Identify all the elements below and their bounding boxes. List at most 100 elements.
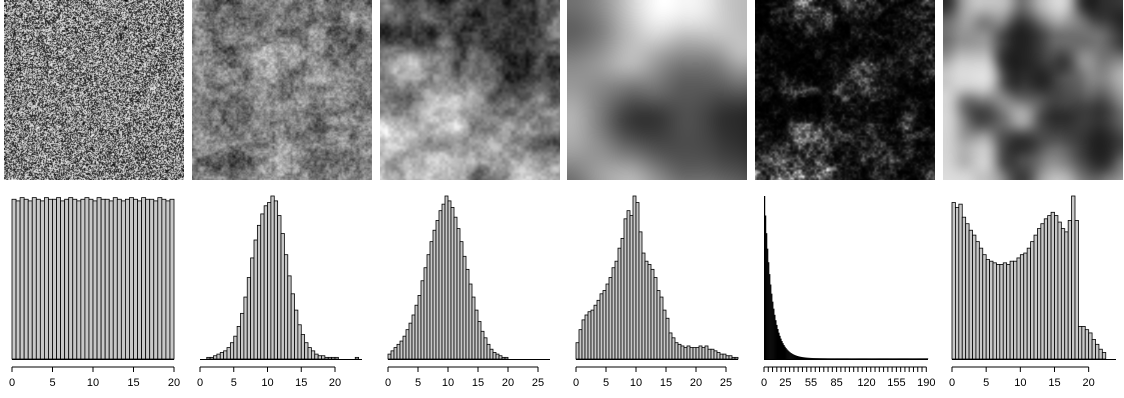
histogram-bar: [209, 356, 214, 360]
histogram-bar: [766, 233, 768, 359]
histogram-bar: [1064, 231, 1069, 360]
histogram-bar: [769, 274, 771, 359]
x-tick-label: 120: [857, 377, 875, 389]
histogram-bar: [832, 358, 834, 359]
histogram-bar: [848, 358, 850, 359]
histogram-bar: [840, 358, 843, 359]
histogram-bar: [468, 283, 473, 360]
histogram-bar: [909, 358, 911, 359]
histogram-bar: [792, 354, 794, 359]
histogram-bar: [438, 210, 443, 360]
histogram-bar: [240, 312, 245, 360]
histogram-bar: [773, 308, 775, 359]
histogram-bar: [584, 314, 589, 360]
histogram-bar: [996, 264, 1001, 360]
histogram-bar: [304, 342, 309, 360]
x-tick-label: 0: [197, 377, 203, 389]
histogram-bar: [480, 330, 485, 360]
histogram-bar: [1071, 195, 1076, 360]
histogram-bar: [674, 342, 679, 360]
histogram-bar: [770, 284, 772, 359]
histogram-bar: [855, 358, 857, 359]
histogram-bar: [844, 358, 847, 359]
histogram-bar: [847, 358, 849, 359]
histogram-bar: [465, 268, 470, 360]
histogram-bar: [795, 355, 797, 359]
histogram-bar: [1033, 234, 1038, 360]
histogram-bar: [771, 293, 773, 359]
histogram-bar: [300, 334, 306, 360]
histogram-bar: [889, 358, 891, 359]
histogram-bar: [710, 348, 715, 360]
histogram-bar: [968, 229, 973, 360]
histogram-bar: [444, 195, 449, 360]
histogram-bar: [861, 358, 863, 359]
histogram-bar: [829, 358, 831, 359]
histogram-bar: [895, 358, 897, 359]
histogram-bar: [900, 358, 902, 359]
histogram-bar: [246, 277, 252, 360]
histogram-bar: [253, 239, 258, 360]
histogram-bar: [145, 198, 151, 360]
histogram-bar: [441, 203, 446, 360]
histogram-bar: [453, 216, 458, 360]
histogram-bar: [914, 358, 916, 359]
histogram-bar: [796, 355, 799, 359]
histogram-bar: [623, 218, 628, 360]
histogram-bar: [644, 260, 649, 360]
histogram-bar: [314, 353, 319, 360]
histogram-bar: [1009, 260, 1014, 360]
histogram-bar: [779, 335, 781, 359]
histogram-bar: [1037, 228, 1042, 360]
histogram-bar: [849, 358, 851, 359]
histogram-bar: [149, 198, 155, 360]
histogram-bar: [821, 358, 823, 359]
histogram-bar: [447, 200, 452, 360]
histogram-bar: [876, 358, 878, 359]
x-tick-label: 5: [415, 377, 421, 389]
histogram-bar: [872, 358, 874, 359]
histogram-bar: [1054, 215, 1059, 360]
histogram-bar: [56, 197, 61, 360]
histogram-bar: [834, 358, 836, 359]
histogram-bar: [890, 358, 892, 359]
histogram-bar: [888, 358, 890, 359]
histogram-bar: [608, 277, 613, 360]
histogram-bar: [902, 358, 904, 359]
histogram-bar: [921, 358, 924, 359]
histogram-bar: [671, 337, 676, 360]
histogram-bar: [414, 304, 419, 360]
histogram-bar: [267, 202, 272, 360]
histogram-bar: [423, 267, 428, 360]
histogram-bar: [263, 205, 268, 360]
histogram-bar: [856, 358, 858, 359]
histogram-bar: [912, 358, 914, 359]
histogram-bar: [125, 198, 130, 360]
histogram-bar: [393, 347, 398, 360]
histogram-bar: [273, 200, 279, 360]
histogram-bar: [226, 347, 231, 360]
histogram-bar: [985, 259, 990, 360]
x-tick-label: 20: [690, 377, 702, 389]
x-tick-label: 15: [1048, 377, 1060, 389]
histogram-bar: [283, 254, 289, 360]
histogram-bar: [483, 337, 488, 360]
x-tick-label: 0: [573, 377, 579, 389]
histogram-bar: [707, 348, 712, 360]
histogram-bar: [913, 358, 915, 359]
histogram-bar: [429, 241, 434, 360]
histogram-bar: [989, 260, 994, 360]
histogram-bar: [780, 338, 782, 359]
histogram-bar: [901, 358, 903, 359]
histogram-bar: [11, 198, 17, 360]
histogram-bar: [815, 358, 817, 359]
histogram-bar: [781, 341, 783, 359]
texture-image-white-noise: [4, 0, 184, 180]
histogram-bar: [331, 356, 336, 360]
histogram-bar: [828, 358, 830, 359]
histogram-bar: [701, 347, 706, 360]
histogram-bar: [116, 198, 122, 360]
histogram-bar: [471, 296, 476, 360]
histogram-bar: [411, 314, 416, 360]
histogram-bar: [680, 345, 685, 360]
